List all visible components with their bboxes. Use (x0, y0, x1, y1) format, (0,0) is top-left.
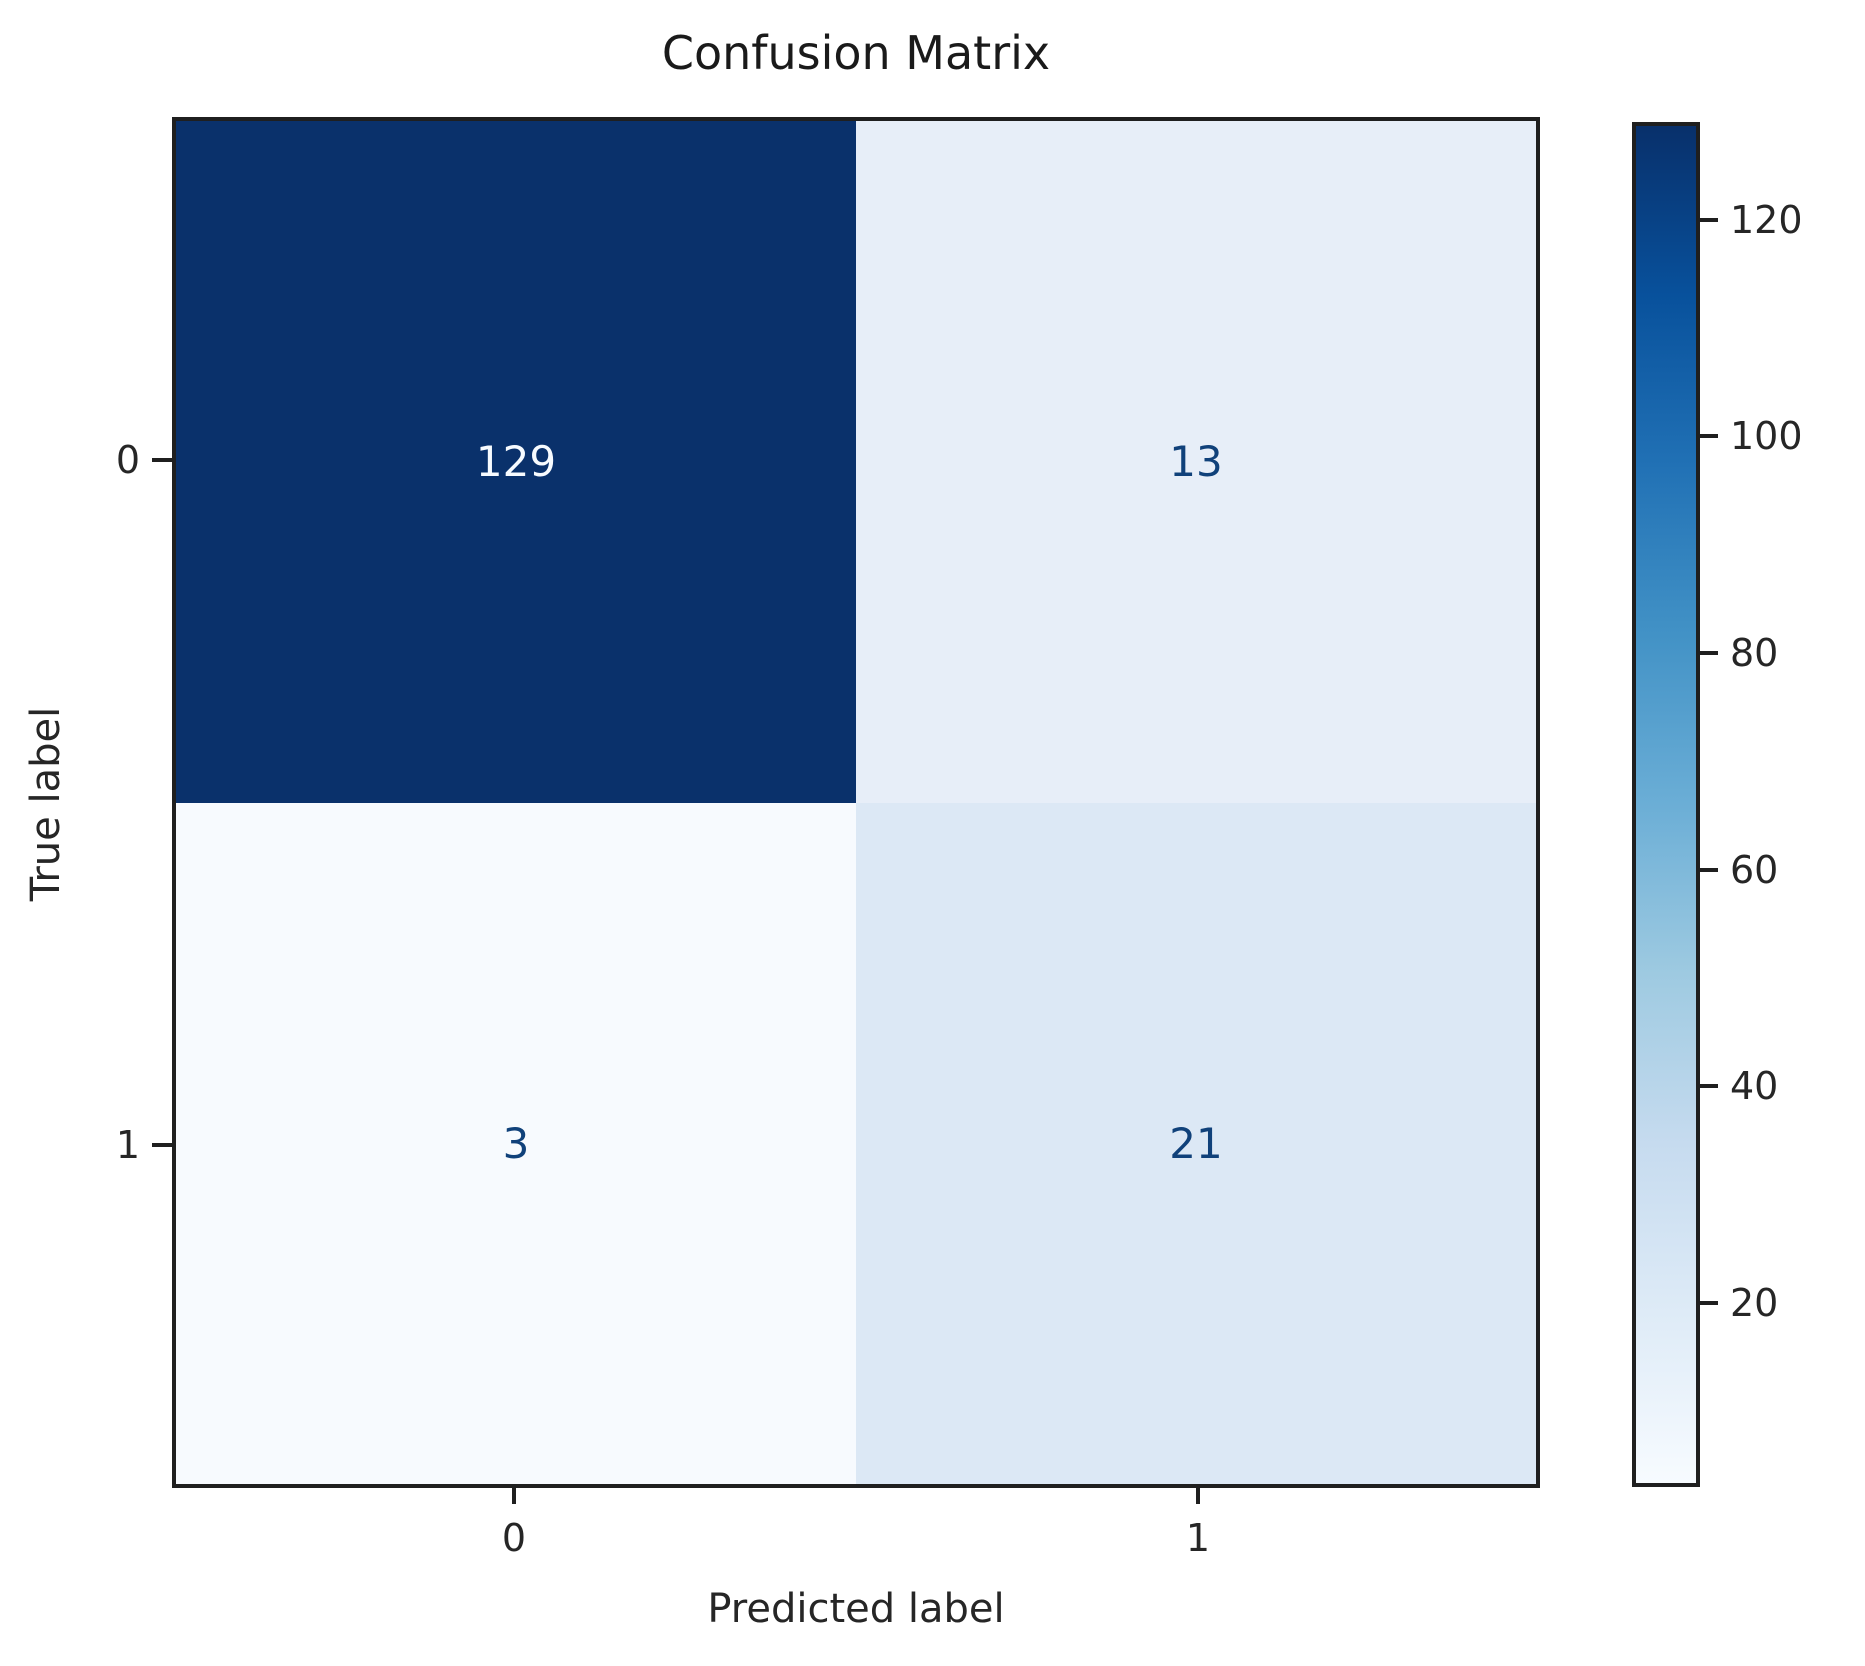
matrix-cell: 3 (176, 802, 856, 1484)
x-tick-label-0: 0 (501, 1516, 527, 1560)
x-axis-label: Predicted label (707, 1586, 1005, 1632)
y-tick-mark-1 (152, 1143, 172, 1147)
colorbar-tick-label: 80 (1730, 630, 1779, 675)
y-tick-mark-0 (152, 458, 172, 462)
colorbar-tick-label: 20 (1730, 1280, 1779, 1325)
colorbar-tick-mark (1700, 1300, 1718, 1305)
colorbar (1632, 122, 1700, 1487)
x-tick-mark-0 (512, 1488, 516, 1504)
matrix-cell: 13 (856, 121, 1536, 803)
matrix-cell-value: 3 (502, 1118, 530, 1168)
chart-title: Confusion Matrix (661, 26, 1051, 80)
matrix-cell-value: 21 (1169, 1118, 1223, 1168)
colorbar-tick-mark (1700, 650, 1718, 655)
matrix-cell-value: 13 (1169, 437, 1223, 487)
colorbar-tick-mark (1700, 434, 1718, 439)
x-tick-mark-1 (1196, 1488, 1200, 1504)
matrix-cell-value: 129 (475, 437, 557, 487)
matrix-grid: 129 13 3 21 (176, 121, 1536, 1484)
colorbar-tick-mark (1700, 217, 1718, 222)
colorbar-tick-label: 120 (1730, 197, 1803, 242)
y-axis-label: True label (23, 706, 69, 902)
y-tick-label-1: 1 (115, 1123, 140, 1167)
colorbar-tick-mark (1700, 1084, 1718, 1089)
colorbar-tick-mark (1700, 867, 1718, 872)
y-tick-label-0: 0 (115, 438, 140, 482)
colorbar-tick-label: 40 (1730, 1064, 1779, 1109)
matrix-cell: 21 (856, 802, 1536, 1484)
colorbar-tick-label: 60 (1730, 847, 1779, 892)
matrix-cell: 129 (176, 121, 856, 803)
x-tick-label-1: 1 (1185, 1516, 1211, 1560)
heatmap-axes: 129 13 3 21 (172, 117, 1540, 1488)
colorbar-tick-label: 100 (1730, 414, 1803, 459)
